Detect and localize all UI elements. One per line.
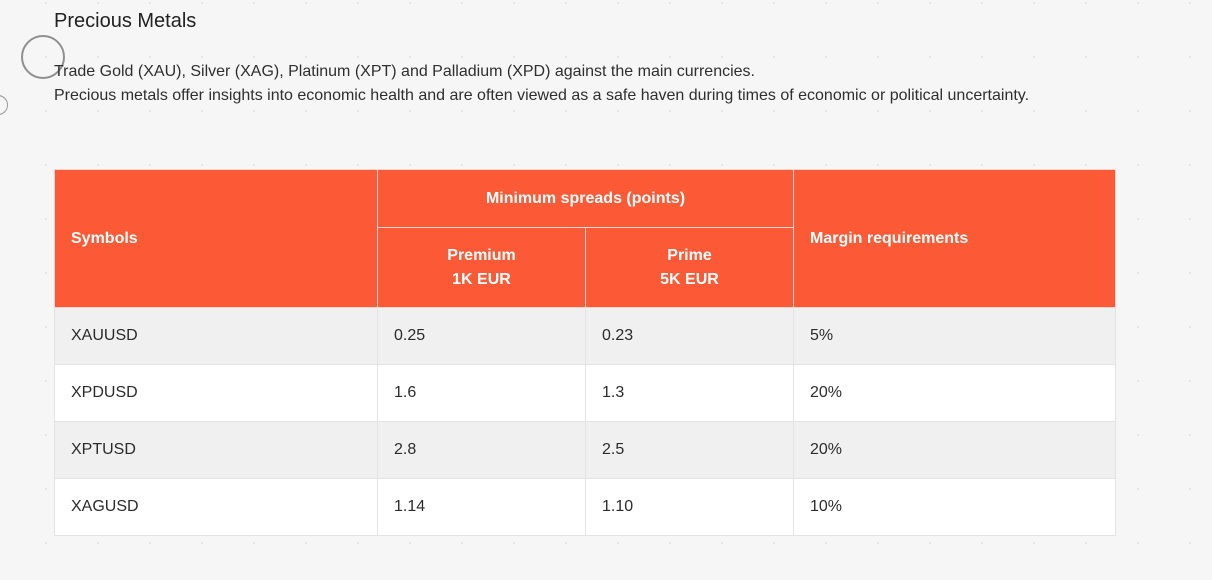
cell-premium-spread: 1.6 [377,364,586,422]
header-prime-name: Prime [667,246,712,264]
table-header: Symbols Minimum spreads (points) Margin … [54,169,1116,308]
section-description: Trade Gold (XAU), Silver (XAG), Platinum… [54,60,1064,108]
header-premium-deposit: 1K EUR [452,270,511,288]
cell-prime-spread: 0.23 [585,307,794,365]
header-prime-deposit: 5K EUR [660,270,719,288]
table-row: XAGUSD 1.14 1.10 10% [54,478,1116,536]
header-symbols: Symbols [54,169,378,308]
cell-margin: 5% [793,307,1116,365]
section-title: Precious Metals [54,10,197,32]
table-body: XAUUSD 0.25 0.23 5% XPDUSD 1.6 1.3 20% X… [54,307,1116,536]
header-premium-name: Premium [447,246,516,264]
table-row: XAUUSD 0.25 0.23 5% [54,307,1116,365]
cell-symbol: XPDUSD [54,364,378,422]
header-minimum-spreads: Minimum spreads (points) [377,169,794,228]
description-line-1: Trade Gold (XAU), Silver (XAG), Platinum… [54,63,755,80]
table-row: XPDUSD 1.6 1.3 20% [54,364,1116,422]
cell-premium-spread: 2.8 [377,421,586,479]
cell-prime-spread: 1.3 [585,364,794,422]
cursor-ring-icon [21,35,65,79]
cell-prime-spread: 2.5 [585,421,794,479]
cell-symbol: XPTUSD [54,421,378,479]
header-premium: Premium 1K EUR [377,227,586,308]
cell-symbol: XAGUSD [54,478,378,536]
precious-metals-table: Symbols Minimum spreads (points) Margin … [54,169,1116,536]
cell-margin: 20% [793,421,1116,479]
cell-margin: 20% [793,364,1116,422]
header-margin-requirements: Margin requirements [793,169,1116,308]
description-line-2: Precious metals offer insights into econ… [54,87,1030,104]
cell-margin: 10% [793,478,1116,536]
cell-premium-spread: 1.14 [377,478,586,536]
cell-symbol: XAUUSD [54,307,378,365]
header-prime: Prime 5K EUR [585,227,794,308]
table-row: XPTUSD 2.8 2.5 20% [54,421,1116,479]
cell-prime-spread: 1.10 [585,478,794,536]
cell-premium-spread: 0.25 [377,307,586,365]
